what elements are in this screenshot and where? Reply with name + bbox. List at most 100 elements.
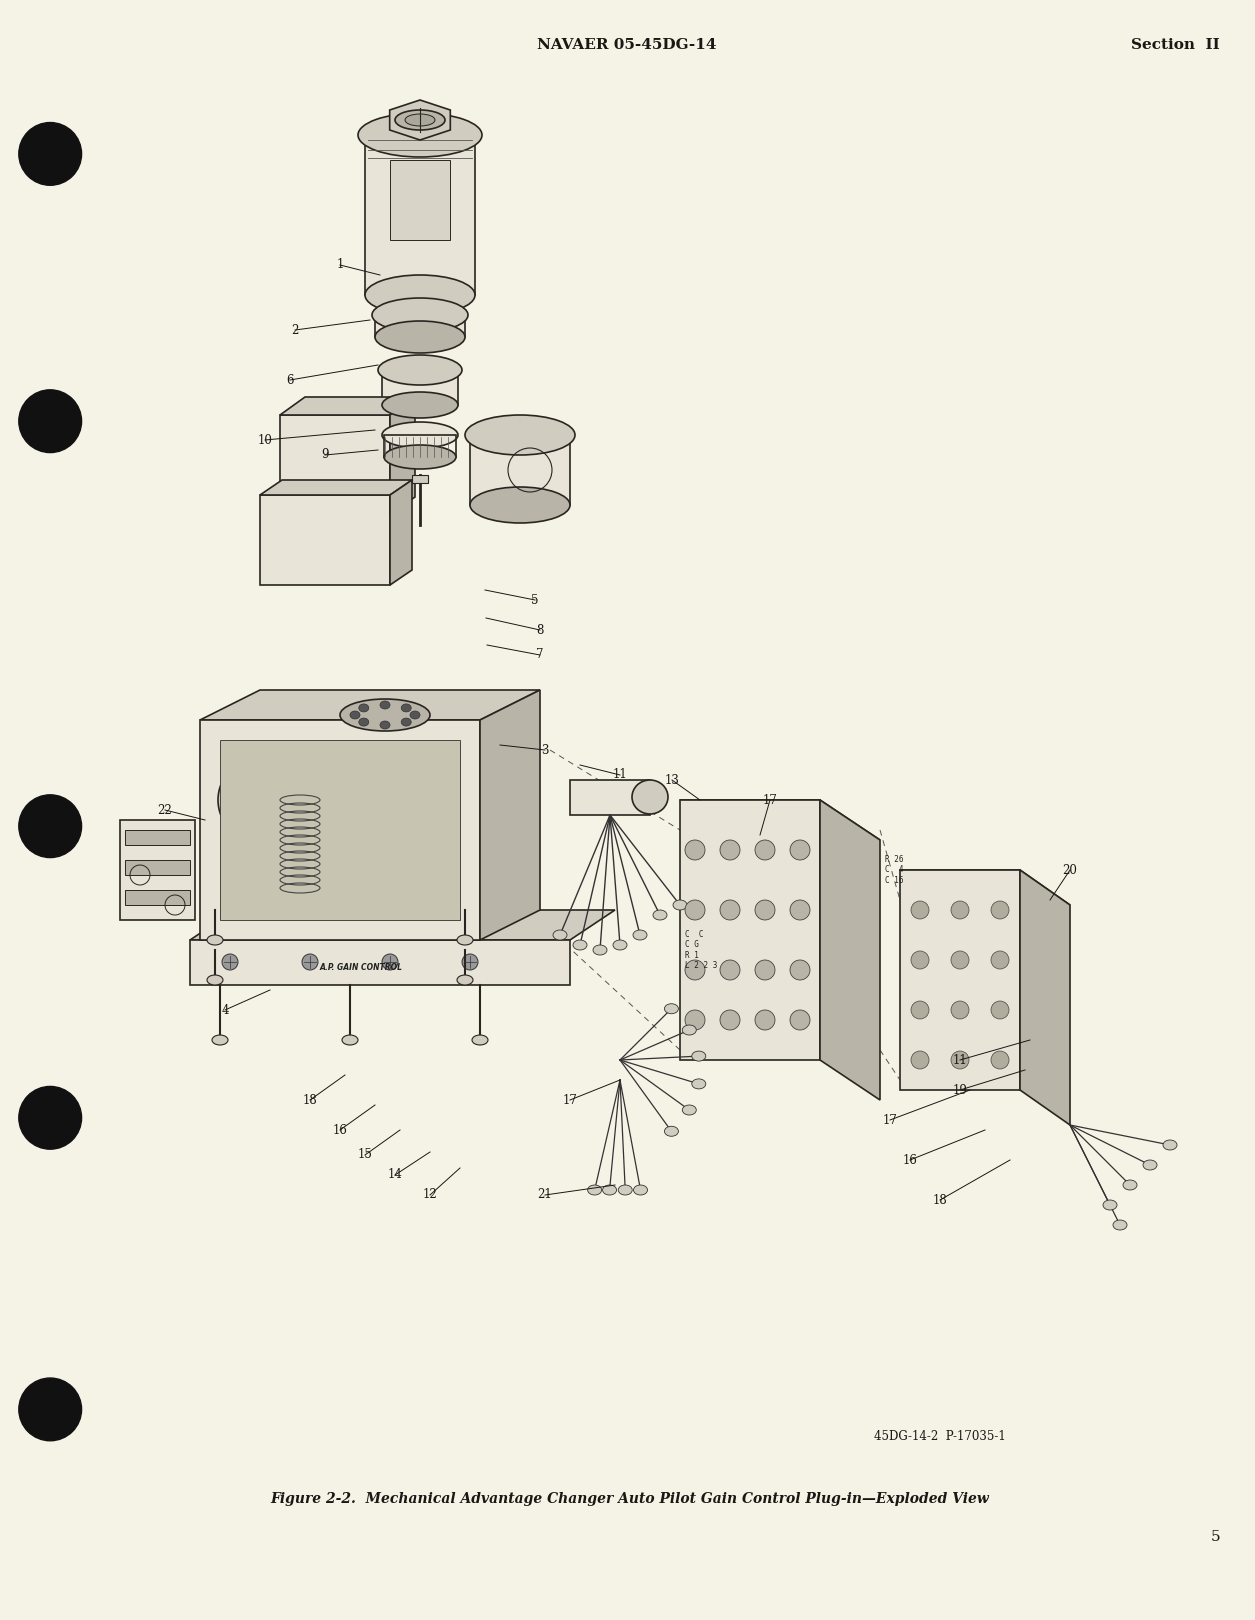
- Ellipse shape: [402, 718, 412, 726]
- Ellipse shape: [664, 1126, 679, 1136]
- Text: 13: 13: [665, 773, 679, 786]
- Text: NAVAER 05-45DG-14: NAVAER 05-45DG-14: [537, 37, 717, 52]
- Ellipse shape: [207, 935, 223, 944]
- Ellipse shape: [683, 1025, 697, 1035]
- Ellipse shape: [340, 698, 430, 731]
- Ellipse shape: [222, 954, 238, 970]
- Bar: [375, 314, 466, 337]
- Ellipse shape: [1103, 1200, 1117, 1210]
- Ellipse shape: [911, 951, 929, 969]
- Text: 22: 22: [158, 804, 172, 816]
- Ellipse shape: [212, 1035, 228, 1045]
- Text: C  C
C G
R 1
L 2 2 3: C C C G R 1 L 2 2 3: [685, 930, 718, 970]
- Ellipse shape: [756, 841, 776, 860]
- Text: 18: 18: [932, 1194, 948, 1207]
- Ellipse shape: [756, 901, 776, 920]
- Ellipse shape: [1143, 1160, 1157, 1170]
- Ellipse shape: [358, 113, 482, 157]
- Ellipse shape: [692, 1079, 705, 1089]
- Ellipse shape: [457, 975, 473, 985]
- Ellipse shape: [789, 961, 809, 980]
- Text: 5: 5: [1210, 1529, 1220, 1544]
- Ellipse shape: [653, 910, 666, 920]
- Polygon shape: [260, 480, 412, 496]
- Polygon shape: [479, 690, 540, 940]
- Ellipse shape: [685, 1009, 705, 1030]
- Circle shape: [19, 795, 82, 857]
- Bar: [126, 829, 190, 846]
- Text: 15: 15: [358, 1149, 373, 1162]
- Text: 1: 1: [336, 259, 344, 272]
- Ellipse shape: [991, 1051, 1009, 1069]
- Ellipse shape: [692, 1051, 705, 1061]
- Ellipse shape: [382, 392, 458, 418]
- Circle shape: [19, 1087, 82, 1149]
- Ellipse shape: [951, 951, 969, 969]
- Polygon shape: [1020, 870, 1071, 1124]
- Text: 17: 17: [882, 1113, 897, 1126]
- Ellipse shape: [402, 705, 412, 711]
- Ellipse shape: [673, 901, 686, 910]
- Text: 2: 2: [291, 324, 299, 337]
- Bar: [390, 160, 451, 240]
- Ellipse shape: [350, 711, 360, 719]
- Circle shape: [19, 1379, 82, 1440]
- Text: Section  II: Section II: [1131, 37, 1220, 52]
- Ellipse shape: [991, 1001, 1009, 1019]
- Ellipse shape: [359, 718, 369, 726]
- Ellipse shape: [951, 1051, 969, 1069]
- Ellipse shape: [1123, 1179, 1137, 1191]
- Text: 20: 20: [1063, 863, 1078, 876]
- Ellipse shape: [911, 1001, 929, 1019]
- Text: 21: 21: [537, 1189, 552, 1202]
- Polygon shape: [200, 690, 540, 719]
- Ellipse shape: [378, 355, 462, 386]
- Ellipse shape: [380, 721, 390, 729]
- Ellipse shape: [664, 1004, 679, 1014]
- Ellipse shape: [587, 1184, 601, 1196]
- Ellipse shape: [633, 779, 668, 813]
- Bar: [190, 940, 570, 985]
- Bar: [280, 415, 390, 515]
- Bar: [126, 860, 190, 875]
- Text: 6: 6: [286, 374, 294, 387]
- Polygon shape: [390, 480, 412, 585]
- Ellipse shape: [405, 113, 435, 126]
- Ellipse shape: [612, 940, 628, 949]
- Text: 10: 10: [257, 434, 272, 447]
- Polygon shape: [280, 397, 415, 415]
- Polygon shape: [390, 100, 451, 139]
- Polygon shape: [680, 800, 820, 1059]
- Ellipse shape: [633, 930, 648, 940]
- Ellipse shape: [991, 951, 1009, 969]
- Polygon shape: [820, 800, 880, 1100]
- Ellipse shape: [462, 954, 478, 970]
- Text: 12: 12: [423, 1189, 438, 1202]
- Ellipse shape: [756, 1009, 776, 1030]
- Text: 17: 17: [562, 1094, 577, 1106]
- Ellipse shape: [359, 705, 369, 711]
- Bar: [471, 436, 570, 505]
- Text: A.P. GAIN CONTROL: A.P. GAIN CONTROL: [320, 964, 403, 972]
- Bar: [120, 820, 195, 920]
- Ellipse shape: [384, 446, 456, 470]
- Text: 14: 14: [388, 1168, 403, 1181]
- Ellipse shape: [951, 901, 969, 919]
- Ellipse shape: [471, 488, 570, 523]
- Ellipse shape: [380, 701, 390, 710]
- Text: 16: 16: [902, 1153, 917, 1166]
- Ellipse shape: [720, 1009, 740, 1030]
- Text: 11: 11: [953, 1053, 968, 1066]
- Bar: [384, 436, 456, 457]
- Text: R 26
C  4
C 16: R 26 C 4 C 16: [885, 855, 904, 885]
- Bar: [220, 740, 461, 920]
- Ellipse shape: [911, 901, 929, 919]
- Ellipse shape: [343, 1035, 358, 1045]
- Ellipse shape: [789, 1009, 809, 1030]
- Bar: [412, 475, 428, 483]
- Text: 17: 17: [763, 794, 777, 807]
- Ellipse shape: [553, 930, 567, 940]
- Circle shape: [19, 123, 82, 185]
- Text: 5: 5: [531, 593, 538, 606]
- Ellipse shape: [1163, 1140, 1177, 1150]
